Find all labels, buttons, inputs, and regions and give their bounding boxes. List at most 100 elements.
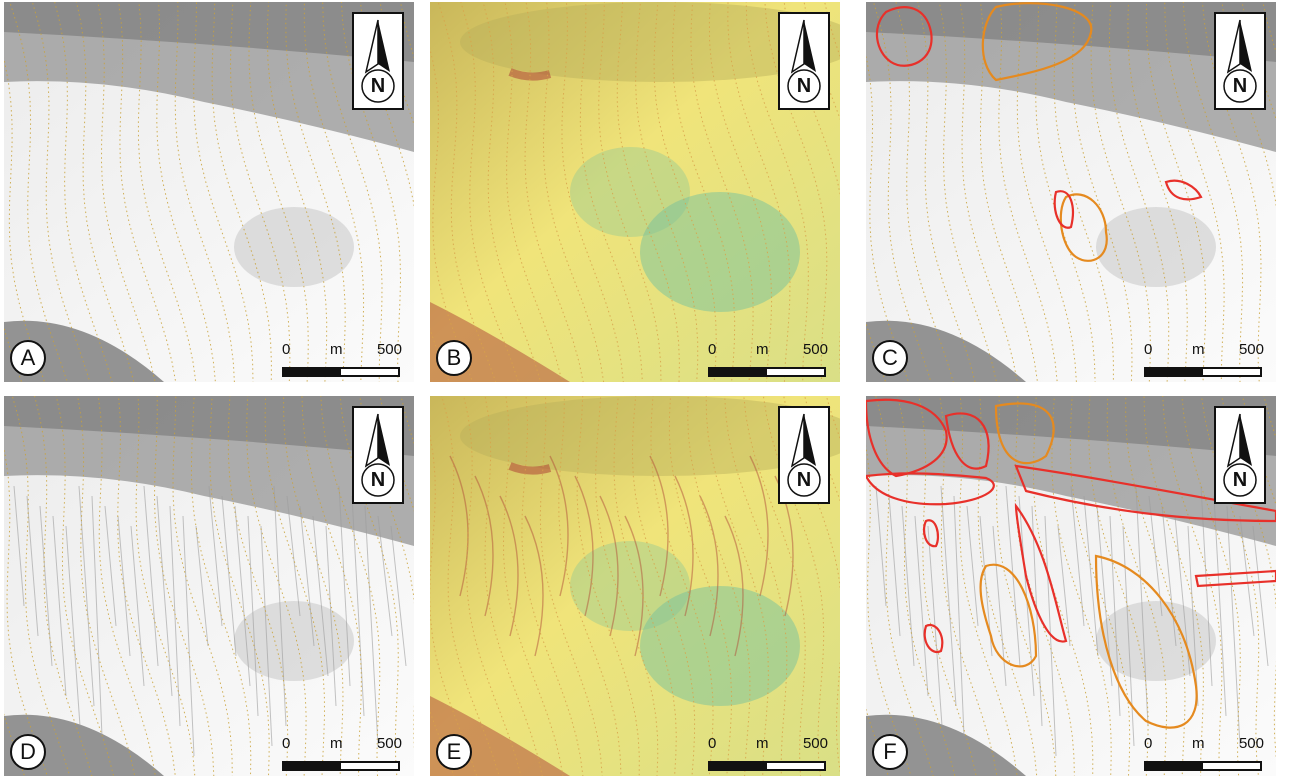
north-letter: N — [796, 75, 812, 97]
terrain-map — [430, 2, 840, 382]
rough-terrain-line — [1083, 495, 1099, 657]
north-arrow-icon: N — [778, 12, 830, 110]
rough-terrain-line — [1070, 485, 1085, 627]
contour-line — [650, 396, 714, 776]
contour-line — [1262, 2, 1276, 54]
gully-line — [474, 475, 494, 617]
scale-start: 0 — [1144, 735, 1153, 752]
panel-label: A — [10, 340, 46, 376]
terrain-map — [866, 396, 1276, 776]
gully-line — [449, 455, 469, 597]
contour-line — [266, 2, 328, 382]
hollow-shade — [1096, 207, 1216, 287]
gully-line — [624, 515, 644, 657]
gentle-slope-zone — [570, 541, 690, 631]
steep-scarp — [508, 462, 552, 475]
scale-bar: 0 m 500 — [282, 735, 402, 771]
landslide-outline — [866, 472, 995, 506]
contour-line — [613, 396, 677, 776]
contour-line — [1032, 396, 1094, 776]
rough-terrain-line — [273, 485, 287, 727]
contour-line — [502, 396, 564, 776]
north-letter: N — [1232, 75, 1248, 97]
contour-line — [727, 2, 791, 382]
contour-line — [400, 396, 414, 445]
rough-terrain-line — [953, 495, 965, 737]
contour-line — [875, 396, 934, 776]
panel-label: E — [436, 734, 472, 770]
rough-terrain-line — [65, 525, 81, 727]
contour-line — [153, 396, 215, 776]
north-arrow-icon: N — [352, 406, 404, 504]
gully-line — [599, 495, 619, 637]
rough-terrain-line — [338, 485, 351, 687]
contour-line — [1143, 396, 1204, 776]
contour-line — [866, 54, 909, 382]
contour-line — [764, 2, 828, 382]
gully-line — [724, 515, 744, 657]
contour-line — [743, 396, 806, 776]
terrain-map — [4, 396, 414, 776]
rough-terrain-line — [940, 485, 957, 707]
contour-line — [521, 396, 584, 776]
rough-terrain-line — [1239, 515, 1255, 637]
rough-terrain-line — [182, 515, 195, 757]
contour-line — [616, 2, 680, 382]
map-panel-b: N B 0 m 500 — [430, 2, 840, 382]
contour-line — [539, 396, 603, 776]
scale-start: 0 — [282, 341, 291, 358]
landslide-outline — [1194, 569, 1276, 588]
contour-line — [872, 2, 932, 382]
rough-terrain-line — [1187, 525, 1199, 707]
panel-label: F — [872, 734, 908, 770]
contour-line — [938, 2, 997, 382]
ridge-shadow — [866, 396, 1276, 456]
north-letter: N — [370, 75, 386, 97]
contour-line — [1108, 2, 1170, 382]
rough-terrain-line — [286, 495, 301, 617]
contour-line — [504, 2, 563, 382]
contour-line — [440, 396, 500, 776]
ridge-shadow — [866, 2, 1276, 62]
rough-terrain-line — [351, 495, 365, 717]
contour-line — [866, 445, 912, 776]
scale-bar: 0 m 500 — [708, 341, 828, 377]
steep-scarp — [508, 68, 552, 81]
scale-end: 500 — [376, 341, 402, 358]
contour-line — [895, 2, 954, 382]
contour-line — [462, 396, 522, 776]
north-letter: N — [370, 469, 386, 491]
rough-terrain-line — [1031, 505, 1043, 727]
contour-line — [54, 2, 113, 382]
rough-terrain-line — [78, 485, 95, 707]
landslide-outline — [979, 563, 1038, 668]
terrain-map — [4, 2, 414, 382]
gully-line — [674, 475, 694, 617]
scale-bar: 0 m 500 — [1144, 341, 1264, 377]
scale-bar-graphic — [708, 761, 826, 771]
map-panel-d: N D 0 m 500 — [4, 396, 414, 776]
contour-line — [1053, 2, 1114, 382]
valley-shadow — [866, 320, 1026, 382]
north-arrow-icon: N — [1214, 406, 1266, 504]
contour-line — [671, 2, 736, 382]
landslide-outline — [1094, 554, 1198, 729]
contour-line — [635, 2, 699, 382]
rough-terrain-line — [195, 525, 209, 647]
contour-line — [172, 396, 233, 776]
scale-bar-graphic — [708, 367, 826, 377]
ridge-shadow — [4, 2, 414, 62]
contour-line — [484, 396, 543, 776]
rough-terrain-line — [966, 505, 979, 627]
north-letter: N — [796, 469, 812, 491]
contour-line — [437, 2, 497, 382]
scale-start: 0 — [708, 341, 717, 358]
scale-unit: m — [756, 341, 769, 358]
contour-line — [918, 396, 977, 776]
rough-terrain-line — [312, 515, 329, 677]
landslide-outline — [1053, 190, 1074, 229]
scale-bar: 0 m 500 — [282, 341, 402, 377]
scale-end: 500 — [802, 735, 828, 752]
scale-start: 0 — [282, 735, 291, 752]
ridge-zone — [460, 2, 840, 82]
